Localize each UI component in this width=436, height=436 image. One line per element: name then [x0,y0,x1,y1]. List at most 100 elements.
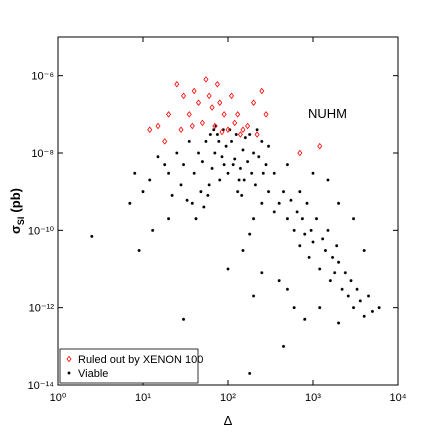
point [292,306,296,310]
point [285,217,289,221]
point [305,201,309,205]
point [128,201,132,205]
point [362,314,366,318]
point [298,244,302,248]
point [252,151,256,155]
point [225,126,231,133]
point [226,267,230,271]
point [185,198,189,202]
annotation: NUHM [308,106,347,121]
point [255,128,259,132]
legend-label: Viable [78,368,108,380]
point [292,228,296,232]
point [226,171,230,175]
point [298,190,302,194]
point [203,76,209,83]
point [182,317,186,321]
point [197,151,201,155]
point [155,122,161,130]
point [370,309,374,313]
point [215,133,219,137]
point [166,111,172,118]
x-tick-label: 10⁴ [390,392,407,404]
point [346,294,350,298]
point [141,190,145,194]
legend-box [59,348,199,384]
point [317,142,323,150]
point [277,279,281,283]
point [147,126,153,133]
point [267,190,271,194]
point [318,267,322,271]
point [261,171,265,175]
point [263,111,269,118]
point [337,321,341,325]
point [217,139,221,143]
point [285,163,289,167]
point [337,201,341,205]
point [221,128,225,132]
point [222,163,226,167]
point [343,271,347,275]
point [199,119,205,127]
point [252,294,256,298]
point [248,371,252,375]
point [237,178,241,182]
point [259,87,265,95]
point [208,133,212,137]
point [240,193,244,197]
point [333,271,337,275]
point [377,306,381,310]
point [285,287,289,291]
point [219,128,225,136]
x-tick-label: 10² [220,392,236,404]
point [162,138,168,145]
point [282,344,286,348]
point [238,166,242,170]
point [340,287,344,291]
y-tick-label: 10⁻¹² [29,303,55,315]
point [246,160,250,164]
point [352,217,356,221]
point [214,124,218,128]
point [303,317,307,321]
point [181,92,187,100]
point [182,163,186,167]
point [358,299,362,303]
point [204,139,208,143]
x-tick-label: 10¹ [135,392,151,404]
point [156,155,160,159]
point [196,99,202,106]
point [151,228,155,232]
point [230,139,234,143]
x-tick-label: 10⁰ [50,392,67,404]
point [277,201,281,205]
point [236,190,240,194]
point [297,149,303,157]
point [260,139,264,143]
y-tick-label: 10⁻⁸ [31,148,54,160]
point [245,122,251,130]
point [175,151,179,155]
point [337,260,341,264]
point [209,104,215,111]
y-label-subscript: SI [16,217,26,226]
point [220,155,224,159]
point [349,279,353,283]
point [282,190,286,194]
point [229,92,235,100]
point [212,122,218,130]
point [318,306,322,310]
point [199,190,203,194]
point [192,171,196,175]
point [167,217,171,221]
point [232,119,238,127]
x-axis-label: Δ [224,413,233,428]
point [167,171,171,175]
point [326,178,330,182]
y-tick-label: 10⁻¹⁰ [28,225,55,237]
point [241,249,245,253]
point [335,244,339,248]
y-label-symbol: σ [8,225,23,234]
point [272,171,276,175]
